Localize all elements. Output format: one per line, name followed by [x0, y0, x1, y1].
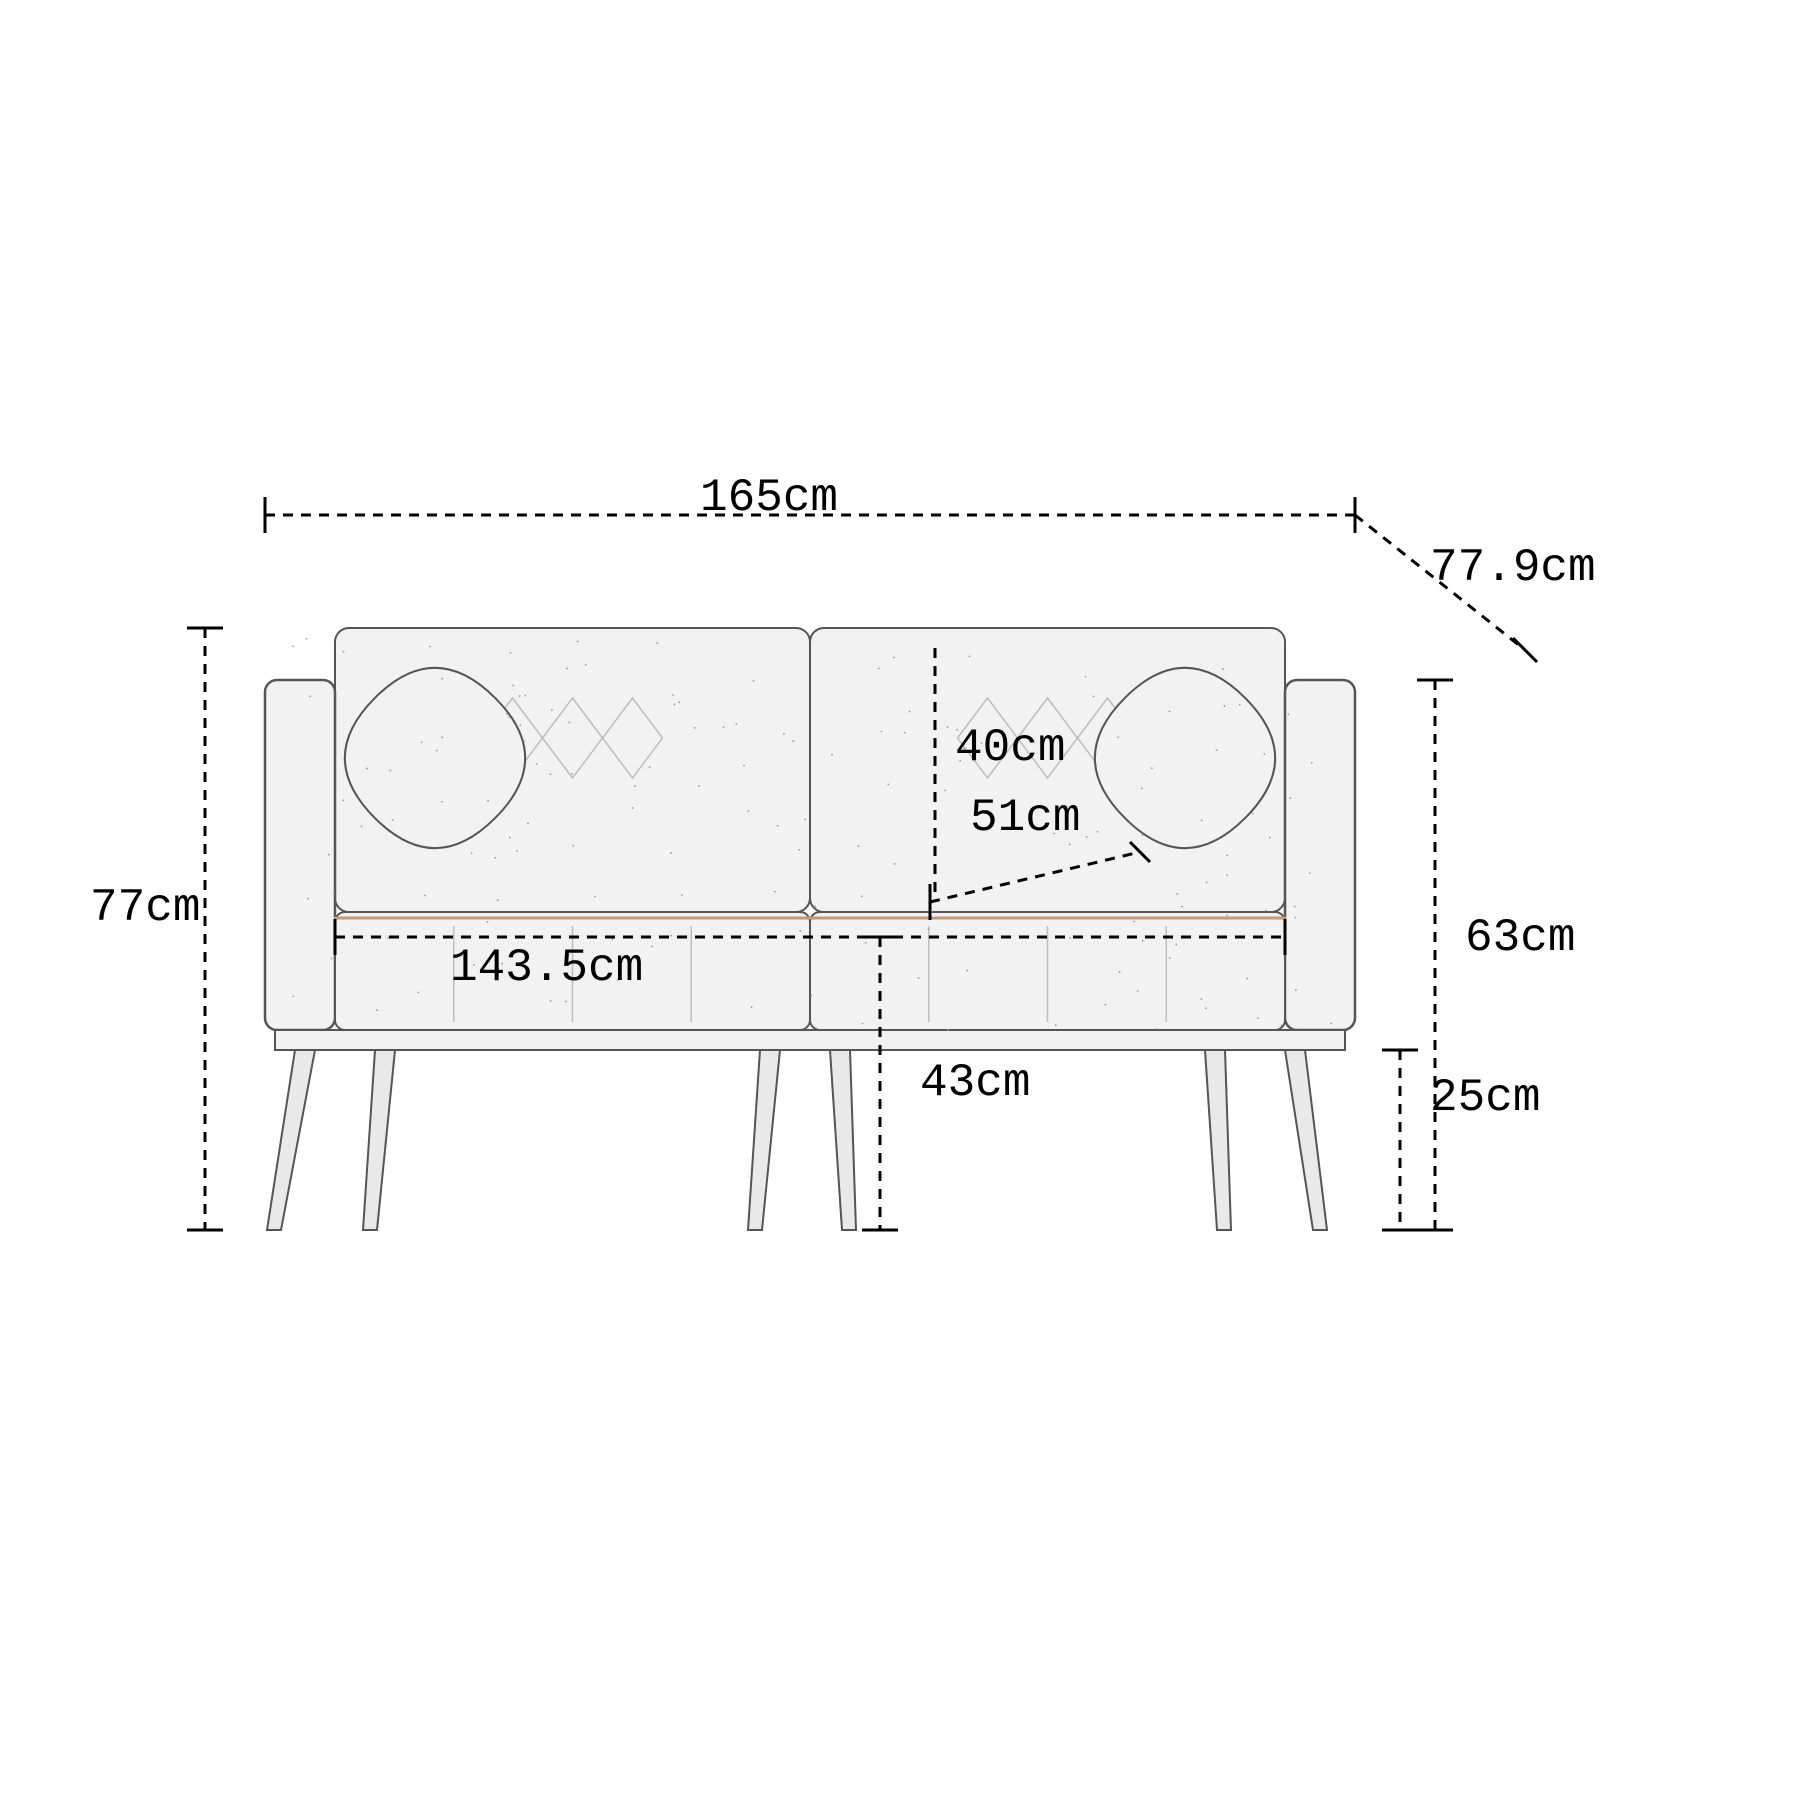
svg-text:40cm: 40cm: [955, 722, 1065, 774]
svg-text:143.5cm: 143.5cm: [450, 942, 643, 994]
svg-text:25cm: 25cm: [1430, 1072, 1540, 1124]
svg-text:77.9cm: 77.9cm: [1430, 542, 1596, 594]
svg-text:51cm: 51cm: [970, 792, 1080, 844]
svg-text:165cm: 165cm: [700, 472, 838, 524]
svg-text:77cm: 77cm: [90, 882, 200, 934]
svg-text:43cm: 43cm: [920, 1057, 1030, 1109]
svg-text:63cm: 63cm: [1465, 912, 1575, 964]
